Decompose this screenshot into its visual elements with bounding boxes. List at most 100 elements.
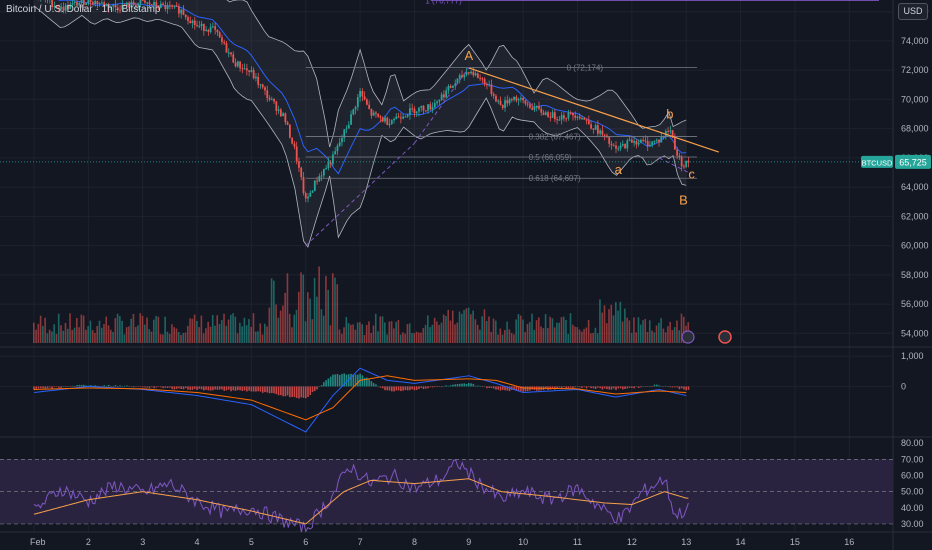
macd-histogram-bar (334, 374, 336, 387)
macd-histogram-bar (166, 386, 169, 388)
volume-bar (463, 309, 465, 343)
volume-bar (155, 315, 157, 343)
volume-bar (105, 316, 108, 343)
macd-histogram-bar (438, 386, 441, 387)
candle-body (101, 2, 103, 4)
candle-body (107, 3, 110, 8)
volume-bar (590, 333, 592, 343)
macd-histogram-bar (631, 386, 633, 388)
volume-bar (66, 328, 69, 343)
currency-button[interactable]: USD (898, 3, 928, 20)
candle-body (531, 107, 534, 110)
macd-histogram-bar (400, 386, 402, 392)
candle-body (359, 90, 361, 98)
candle-body (332, 154, 334, 164)
volume-bar (427, 315, 429, 343)
volume-bar (393, 328, 395, 343)
candle-body (542, 112, 545, 115)
candle-body (87, 0, 90, 4)
candle-body (411, 108, 414, 110)
volume-bar (481, 316, 483, 343)
macd-histogram-bar (318, 386, 321, 387)
candle-body (567, 112, 570, 119)
macd-histogram-bar (94, 385, 96, 387)
candle-body (372, 112, 375, 116)
volume-bar (626, 317, 628, 343)
volume-bar (533, 329, 536, 343)
candle-body (266, 90, 269, 99)
macd-histogram-bar (250, 386, 253, 392)
volume-bar (454, 324, 456, 343)
macd-histogram-bar (277, 386, 280, 396)
time-axis-tick: 13 (681, 537, 691, 547)
volume-bar (528, 322, 531, 343)
volume-bar (540, 326, 542, 343)
volume-bar (141, 315, 144, 343)
volume-bar (571, 324, 574, 343)
candle-body (350, 114, 352, 125)
volume-bar (182, 333, 185, 343)
candle-body (481, 78, 484, 80)
macd-histogram-bar (33, 386, 35, 390)
candle-body (563, 115, 565, 119)
macd-histogram-bar (474, 385, 477, 387)
volume-bar (356, 322, 359, 343)
volume-bar (148, 329, 151, 343)
macd-histogram-bar (230, 386, 232, 392)
volume-bar (494, 320, 497, 343)
candle-body (196, 25, 198, 27)
symbol-title[interactable]: Bitcoin / U.S. Dollar · 1h · Bitstamp (6, 4, 161, 15)
volume-bar (506, 321, 508, 343)
macd-histogram-bar (184, 386, 187, 389)
volume-bar (667, 326, 669, 343)
macd-histogram-bar (237, 386, 239, 391)
macd-histogram-bar (89, 385, 92, 387)
volume-bar (55, 333, 58, 343)
volume-bar (567, 334, 570, 343)
volume-bar (433, 317, 436, 343)
macd-histogram-bar (178, 386, 180, 389)
candle-body (112, 5, 115, 7)
macd-histogram-bar (119, 385, 121, 387)
volume-bar (472, 310, 474, 343)
candle-body (596, 125, 599, 134)
candle-body (334, 151, 337, 155)
volume-bar (191, 318, 194, 343)
volume-bar (46, 333, 49, 343)
macd-histogram-bar (146, 386, 149, 388)
volume-bar (261, 334, 264, 343)
volume-bar (470, 314, 472, 343)
volume-bar (565, 319, 567, 343)
volume-bar (547, 328, 549, 343)
time-axis-tick: 3 (140, 537, 145, 547)
volume-bar (513, 334, 515, 343)
macd-histogram-bar (391, 386, 393, 392)
volume-bar (538, 317, 540, 343)
candle-body (388, 123, 391, 125)
macd-histogram-bar (375, 384, 377, 387)
candle-body (234, 62, 237, 67)
volume-bar (479, 329, 481, 343)
macd-histogram-bar (203, 386, 205, 391)
candle-body (547, 112, 549, 117)
macd-histogram-bar (619, 386, 622, 389)
macd-histogram-bar (567, 386, 570, 389)
volume-bar (440, 322, 443, 343)
candle-body (504, 100, 506, 108)
candle-body (399, 117, 402, 119)
volume-bar (42, 325, 44, 343)
volume-bar (485, 321, 488, 343)
volume-bar (71, 329, 74, 343)
macd-histogram-bar (255, 386, 257, 392)
macd-histogram-bar (128, 386, 130, 387)
candle-body (544, 112, 547, 115)
macd-histogram-bar (415, 386, 418, 390)
symbol-tag: BTCUSD (862, 158, 893, 167)
volume-bar (402, 332, 404, 343)
macd-histogram-bar (583, 386, 586, 388)
volume-bar (96, 325, 99, 343)
time-axis-tick: 16 (844, 537, 854, 547)
volume-bar (384, 322, 386, 343)
volume-bar (617, 310, 619, 343)
